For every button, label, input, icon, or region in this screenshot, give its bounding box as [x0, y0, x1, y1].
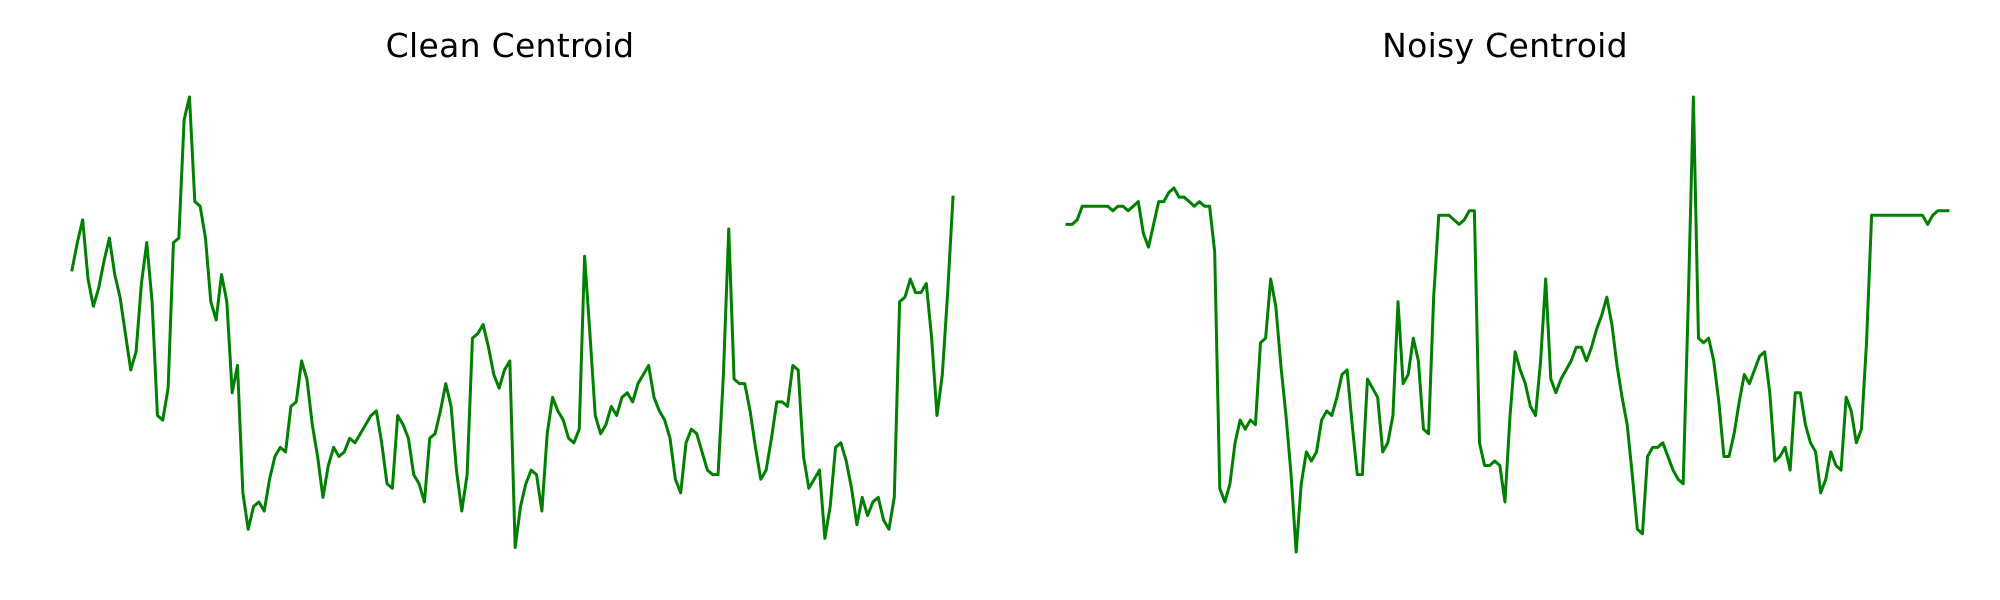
series-line [70, 95, 955, 549]
clean-centroid-panel: Clean Centroid [60, 0, 960, 600]
series-line [1065, 95, 1950, 554]
noisy-centroid-title: Noisy Centroid [1382, 26, 1628, 65]
noisy-centroid-plot [1065, 95, 1950, 554]
clean-centroid-plot [70, 95, 955, 549]
clean-centroid-title: Clean Centroid [385, 26, 635, 65]
noisy-centroid-panel: Noisy Centroid [1055, 0, 1955, 600]
